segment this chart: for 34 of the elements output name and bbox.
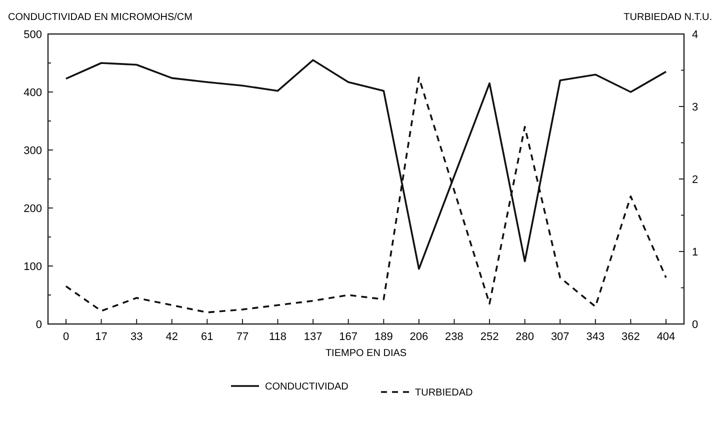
x-tick-label: 0 [62, 331, 70, 343]
y-axis-title: CONDUCTIVIDAD EN MICROMOHS/CM [8, 12, 192, 23]
y2-axis-title: TURBIEDAD N.T.U. [624, 12, 712, 23]
x-tick-label: 189 [374, 331, 393, 343]
y2-tick-label: 1 [692, 246, 698, 258]
legend-label: TURBIEDAD [415, 388, 473, 398]
x-tick-label: 167 [339, 331, 358, 343]
x-tick-label: 33 [130, 331, 143, 343]
x-tick-label: 404 [656, 331, 676, 343]
y-tick-label: 200 [24, 202, 42, 215]
x-tick-label: 238 [445, 331, 464, 343]
y-tick-label: 100 [24, 260, 42, 273]
y-tick-label: 400 [24, 86, 42, 99]
y2-tick-label: 3 [692, 101, 698, 114]
x-tick-label: 118 [268, 331, 287, 343]
y2-tick-label: 2 [692, 174, 698, 186]
x-tick-label: 280 [516, 331, 534, 343]
y-tick-label: 300 [24, 144, 42, 157]
x-tick-label: 362 [622, 331, 640, 343]
x-tick-label: 42 [166, 331, 178, 343]
x-tick-label: 206 [410, 331, 428, 343]
legend-label: CONDUCTIVIDAD [265, 382, 348, 392]
y-tick-label: 500 [24, 28, 42, 41]
y-tick-label: 0 [36, 318, 42, 331]
x-tick-label: 252 [480, 331, 499, 343]
y2-tick-label: 0 [692, 318, 698, 331]
x-tick-label: 307 [550, 331, 570, 343]
x-tick-label: 137 [304, 331, 322, 343]
x-tick-label: 61 [201, 331, 214, 343]
x-tick-label: 17 [95, 331, 108, 343]
x-axis-title: TIEMPO EN DIAS [325, 348, 407, 359]
x-tick-label: 343 [586, 331, 605, 343]
y2-tick-label: 4 [692, 28, 698, 41]
x-tick-label: 77 [236, 331, 249, 343]
